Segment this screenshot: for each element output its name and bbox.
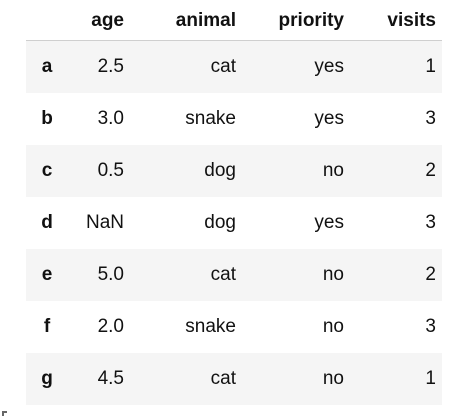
priority-cell: yes bbox=[314, 108, 344, 129]
visits-cell: 3 bbox=[425, 108, 436, 129]
animal-cell: cat bbox=[210, 368, 236, 389]
row-index-cell: e bbox=[41, 264, 53, 285]
dataframe-table: age animal priority visits a 2.5 cat yes… bbox=[26, 0, 442, 405]
animal-cell: snake bbox=[185, 108, 236, 129]
row-index-cell: g bbox=[41, 368, 53, 389]
age-cell: 0.5 bbox=[97, 160, 124, 181]
age-cell: 4.5 bbox=[97, 368, 124, 389]
table-row: c 0.5 dog no 2 bbox=[26, 144, 442, 197]
priority-cell: no bbox=[322, 368, 344, 389]
row-index-cell: d bbox=[41, 212, 53, 233]
corner-artifact-icon bbox=[2, 411, 7, 416]
age-cell: 3.0 bbox=[97, 108, 124, 129]
table-row: f 2.0 snake no 3 bbox=[26, 300, 442, 353]
animal-cell: cat bbox=[210, 264, 236, 285]
visits-cell: 2 bbox=[425, 160, 436, 181]
visits-cell: 2 bbox=[425, 264, 436, 285]
table-row: a 2.5 cat yes 1 bbox=[26, 40, 442, 93]
visits-cell: 3 bbox=[425, 212, 436, 233]
priority-cell: yes bbox=[314, 56, 344, 78]
column-header-animal: animal bbox=[128, 0, 240, 41]
priority-cell: no bbox=[322, 316, 344, 337]
age-cell: 2.0 bbox=[97, 316, 124, 337]
row-index-cell: c bbox=[41, 160, 53, 181]
visits-cell: 3 bbox=[425, 316, 436, 337]
row-index-cell: f bbox=[43, 316, 51, 337]
age-cell: 5.0 bbox=[97, 264, 124, 285]
header-row: age animal priority visits bbox=[26, 0, 442, 41]
age-cell: NaN bbox=[85, 212, 124, 233]
index-header-cell bbox=[26, 0, 68, 41]
row-index-cell: a bbox=[41, 56, 53, 78]
priority-cell: no bbox=[322, 160, 344, 181]
table-row: g 4.5 cat no 1 bbox=[26, 352, 442, 405]
visits-cell: 1 bbox=[425, 56, 436, 78]
table-body: a 2.5 cat yes 1 b 3.0 snake yes 3 c 0.5 … bbox=[26, 40, 442, 405]
dataframe-output: age animal priority visits a 2.5 cat yes… bbox=[26, 0, 442, 405]
animal-cell: dog bbox=[204, 212, 236, 233]
column-header-age: age bbox=[68, 0, 128, 41]
row-index-cell: b bbox=[41, 108, 53, 129]
table-row: b 3.0 snake yes 3 bbox=[26, 92, 442, 145]
table-row: d NaN dog yes 3 bbox=[26, 196, 442, 249]
age-cell: 2.5 bbox=[97, 56, 124, 78]
column-header-visits: visits bbox=[350, 0, 442, 41]
priority-cell: yes bbox=[314, 212, 344, 233]
visits-cell: 1 bbox=[425, 368, 436, 389]
animal-cell: dog bbox=[204, 160, 236, 181]
animal-cell: cat bbox=[210, 56, 236, 78]
table-row: e 5.0 cat no 2 bbox=[26, 248, 442, 301]
table-header: age animal priority visits bbox=[26, 0, 442, 41]
priority-cell: no bbox=[322, 264, 344, 285]
column-header-priority: priority bbox=[240, 0, 350, 41]
animal-cell: snake bbox=[185, 316, 236, 337]
